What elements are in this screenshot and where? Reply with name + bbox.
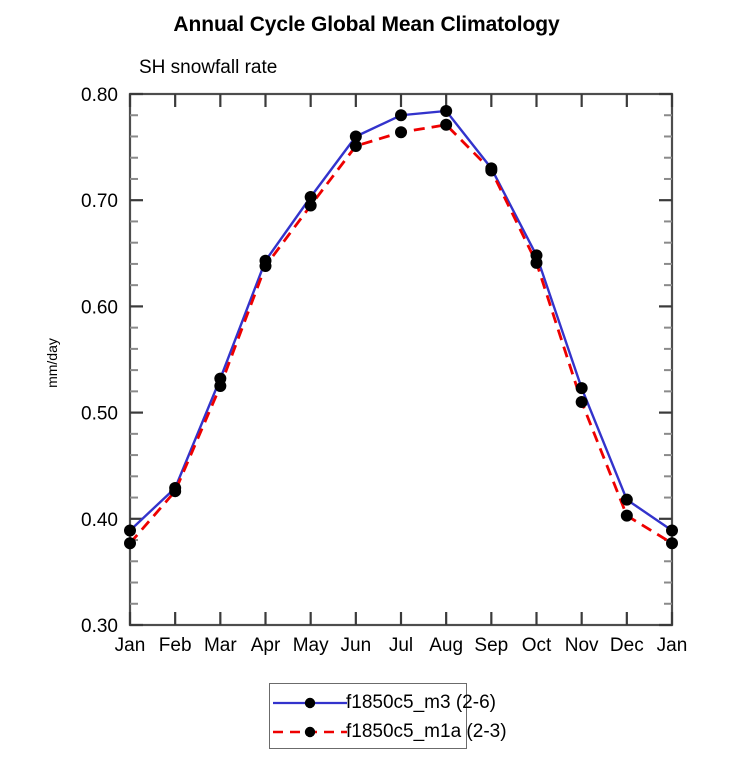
- x-tick-label: Sep: [474, 635, 508, 656]
- x-tick-label: Dec: [610, 635, 644, 656]
- x-tick-label: Jul: [389, 635, 413, 656]
- x-tick-label: Apr: [251, 635, 281, 656]
- x-tick-label: Feb: [159, 635, 192, 656]
- legend-label-series-0: f1850c5_m3 (2-6): [346, 691, 496, 713]
- legend-item-1: f1850c5_m1a (2-3): [270, 717, 507, 746]
- y-tick-label: 0.80: [81, 85, 118, 106]
- legend-item-0: f1850c5_m3 (2-6): [270, 688, 496, 717]
- x-tick-label: Aug: [429, 635, 463, 656]
- legend: f1850c5_m3 (2-6) f1850c5_m1a (2-3): [269, 683, 507, 749]
- y-tick-label: 0.60: [81, 297, 118, 318]
- y-tick-label: 0.70: [81, 191, 118, 212]
- legend-swatch-series-1: [273, 722, 347, 742]
- legend-label-series-1: f1850c5_m1a (2-3): [346, 720, 507, 742]
- series-1-markers: [124, 118, 678, 550]
- series-1: [128, 123, 673, 545]
- axes: [128, 92, 674, 627]
- page-title: Annual Cycle Global Mean Climatology: [173, 13, 560, 36]
- x-axis-tick-labels: Jan Feb Mar Apr May Jun Jul Aug Sep Oct Nov Dec Jan: [115, 635, 688, 656]
- x-tick-label: Jan: [115, 635, 146, 656]
- x-tick-label: Jan: [657, 635, 688, 656]
- x-tick-label: Jun: [341, 635, 372, 656]
- x-tick-label: Mar: [204, 635, 237, 656]
- legend-swatch-series-0: [273, 693, 347, 713]
- y-axis-tick-labels: 0.30 0.40 0.50 0.60 0.70 0.80: [81, 85, 118, 637]
- data-series-layer: [124, 104, 678, 550]
- x-tick-label: May: [293, 635, 329, 656]
- y-tick-label: 0.30: [81, 616, 118, 637]
- y-tick-label: 0.50: [81, 404, 118, 425]
- x-tick-label: Nov: [565, 635, 599, 656]
- series-0: [129, 109, 673, 532]
- x-tick-label: Oct: [522, 635, 552, 656]
- y-tick-label: 0.40: [81, 510, 118, 531]
- series-0-markers: [124, 104, 678, 537]
- panel-label: SH snowfall rate: [139, 57, 278, 78]
